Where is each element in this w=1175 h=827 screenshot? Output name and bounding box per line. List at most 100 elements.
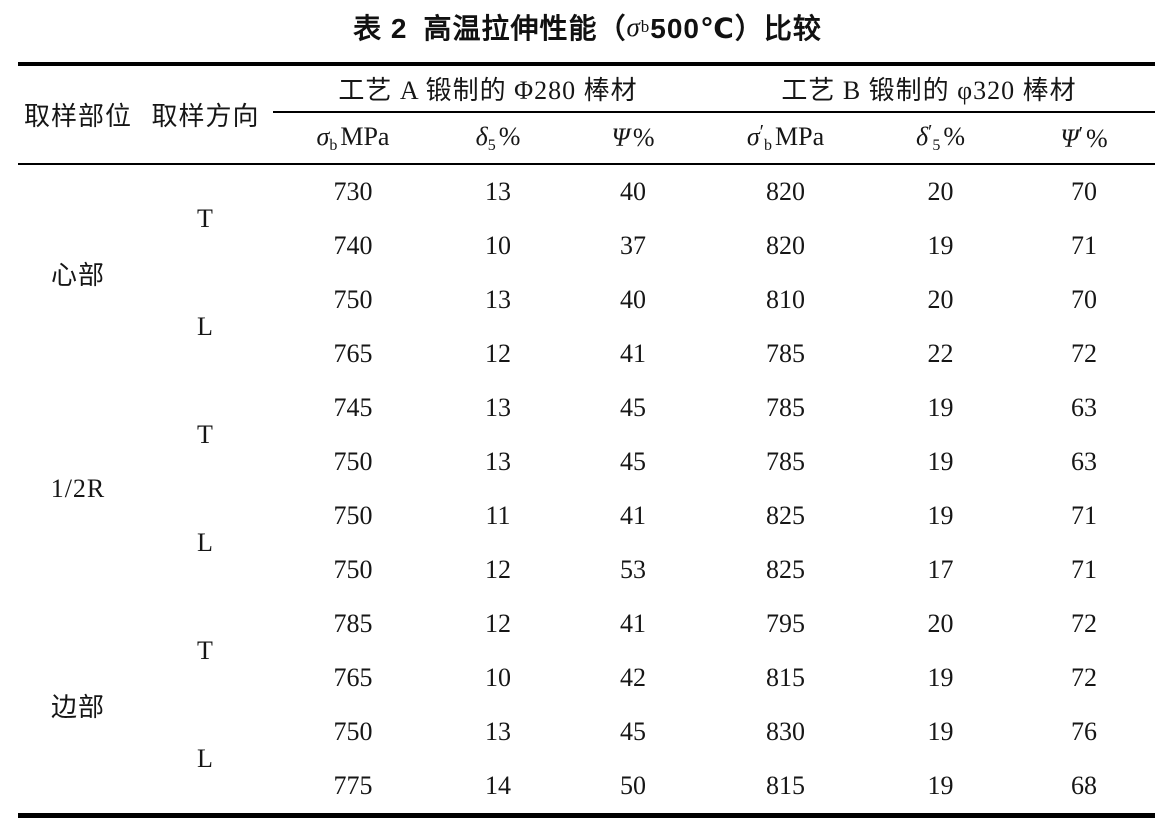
value-cell: 63 <box>1071 447 1098 476</box>
value-cell: 19 <box>927 393 954 422</box>
location-cell: 心部 <box>50 260 105 290</box>
table-row: 心部 T 730 13 40 820 20 70 <box>18 164 1155 290</box>
value-cell: 745 <box>333 393 373 422</box>
value-cell: 10 <box>485 663 511 692</box>
value-cell: 785 <box>766 393 806 422</box>
header-sampling-direction: 取样方向 <box>138 64 273 165</box>
value-cell: 740 <box>333 231 373 260</box>
caption-number: 表 2 <box>353 13 408 44</box>
direction-cell: L <box>197 744 214 773</box>
col-header-delta-5: δ5% <box>433 112 563 165</box>
group-header-process-a: 工艺 A 锻制的 Φ280 棒材 <box>273 64 704 113</box>
value-cell: 37 <box>620 231 646 260</box>
value-cell: 750 <box>333 717 373 746</box>
value-cell: 22 <box>927 339 954 368</box>
value-cell: 730 <box>333 177 373 206</box>
value-cell: 750 <box>333 501 373 530</box>
value-cell: 20 <box>927 609 954 638</box>
caption-text-post: 500℃）比较 <box>650 13 822 44</box>
value-cell: 750 <box>333 555 373 584</box>
location-cell: 边部 <box>50 692 105 722</box>
value-cell: 20 <box>927 285 954 314</box>
direction-cell: L <box>197 528 214 557</box>
value-cell: 19 <box>927 501 954 530</box>
direction-cell: L <box>197 312 214 341</box>
value-cell: 71 <box>1071 555 1098 584</box>
value-cell: 14 <box>485 771 511 800</box>
table-row: 750 12 53 825 17 71 <box>18 543 1155 597</box>
group-header-process-b: 工艺 B 锻制的 φ320 棒材 <box>703 64 1156 113</box>
value-cell: 71 <box>1071 231 1098 260</box>
value-cell: 10 <box>485 231 511 260</box>
value-cell: 42 <box>620 663 646 692</box>
value-cell: 76 <box>1071 717 1098 746</box>
value-cell: 775 <box>333 771 373 800</box>
value-cell: 45 <box>620 447 646 476</box>
value-cell: 45 <box>620 393 646 422</box>
sigma-symbol: σ <box>626 11 641 42</box>
table-row: 750 13 45 785 19 63 <box>18 435 1155 489</box>
caption-text-pre: 高温拉伸性能（ <box>423 13 627 44</box>
value-cell: 45 <box>620 717 646 746</box>
value-cell: 785 <box>333 609 373 638</box>
value-cell: 40 <box>620 177 646 206</box>
subheader-row: σb MPa δ5% Ψ% σ′b MPa δ′5% Ψ′% <box>18 112 1156 165</box>
col-header-sigma-b: σb MPa <box>273 112 433 165</box>
value-cell: 41 <box>620 501 646 530</box>
table-row: 740 10 37 820 19 71 <box>18 219 1155 273</box>
value-cell: 72 <box>1071 609 1098 638</box>
value-cell: 13 <box>485 393 511 422</box>
value-cell: 785 <box>766 339 806 368</box>
value-cell: 40 <box>620 285 646 314</box>
value-cell: 785 <box>766 447 806 476</box>
value-cell: 13 <box>485 177 511 206</box>
value-cell: 70 <box>1071 177 1098 206</box>
value-cell: 825 <box>766 501 806 530</box>
value-cell: 810 <box>766 285 806 314</box>
value-cell: 17 <box>927 555 954 584</box>
sigma-subscript: b <box>640 17 651 36</box>
value-cell: 68 <box>1071 771 1098 800</box>
direction-cell: T <box>197 636 214 665</box>
value-cell: 13 <box>485 285 511 314</box>
value-cell: 19 <box>927 663 954 692</box>
table-row: 765 12 41 785 22 72 <box>18 327 1155 381</box>
value-cell: 825 <box>766 555 806 584</box>
value-cell: 11 <box>485 501 511 530</box>
value-cell: 830 <box>766 717 806 746</box>
value-cell: 12 <box>485 339 511 368</box>
value-cell: 50 <box>620 771 646 800</box>
value-cell: 765 <box>333 663 373 692</box>
value-cell: 53 <box>620 555 646 584</box>
table-row: L 750 11 41 825 19 71 <box>18 489 1155 557</box>
value-cell: 19 <box>927 231 954 260</box>
value-cell: 41 <box>620 609 646 638</box>
value-cell: 70 <box>1071 285 1098 314</box>
value-cell: 765 <box>333 339 373 368</box>
value-cell: 72 <box>1071 339 1098 368</box>
value-cell: 815 <box>766 771 806 800</box>
location-cell: 1/2R <box>50 474 106 503</box>
direction-cell: T <box>197 420 214 449</box>
table-row: 765 10 42 815 19 72 <box>18 651 1155 705</box>
header-sampling-location: 取样部位 <box>18 64 138 165</box>
table-row: L 750 13 45 830 19 76 <box>18 705 1155 773</box>
table-row: 边部 T 785 12 41 795 20 72 <box>18 597 1155 722</box>
value-cell: 12 <box>485 555 511 584</box>
table-body: 心部 T 730 13 40 820 20 70 740 10 37 820 19 71 L 750 13 40 8… <box>18 164 1155 816</box>
col-header-delta-prime-5: δ′5% <box>868 112 1014 165</box>
table-row: 1/2R T 745 13 45 785 19 63 <box>18 381 1155 503</box>
table-row: 775 14 50 815 19 68 <box>18 759 1155 816</box>
direction-cell: T <box>197 204 214 233</box>
col-header-psi: Ψ% <box>563 112 704 165</box>
col-header-sigma-prime-b: σ′b MPa <box>703 112 869 165</box>
value-cell: 41 <box>620 339 646 368</box>
value-cell: 19 <box>927 717 954 746</box>
value-cell: 13 <box>485 717 511 746</box>
value-cell: 71 <box>1071 501 1098 530</box>
value-cell: 19 <box>927 771 954 800</box>
value-cell: 72 <box>1071 663 1098 692</box>
tensile-properties-table: 取样部位 取样方向 工艺 A 锻制的 Φ280 棒材 工艺 B 锻制的 φ320… <box>18 62 1156 818</box>
table-row: L 750 13 40 810 20 70 <box>18 273 1155 341</box>
